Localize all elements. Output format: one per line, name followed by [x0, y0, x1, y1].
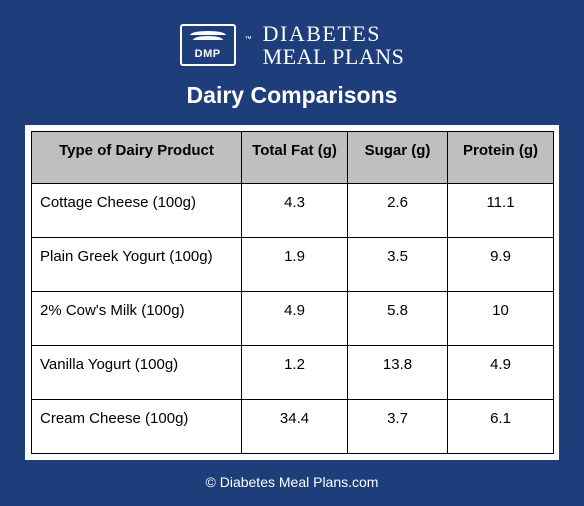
- logo-mark: DMP: [180, 24, 236, 66]
- cell-product: 2% Cow's Milk (100g): [32, 292, 242, 346]
- table-header-row: Type of Dairy Product Total Fat (g) Suga…: [32, 132, 554, 184]
- logo-mark-text: DMP: [195, 48, 221, 60]
- cell-product: Cottage Cheese (100g): [32, 184, 242, 238]
- col-header-sugar: Sugar (g): [348, 132, 448, 184]
- col-header-product: Type of Dairy Product: [32, 132, 242, 184]
- cell-sugar: 2.6: [348, 184, 448, 238]
- cell-fat: 1.9: [242, 238, 348, 292]
- cell-product: Vanilla Yogurt (100g): [32, 346, 242, 400]
- table-row: Plain Greek Yogurt (100g) 1.9 3.5 9.9: [32, 238, 554, 292]
- table-row: 2% Cow's Milk (100g) 4.9 5.8 10: [32, 292, 554, 346]
- cell-sugar: 3.7: [348, 400, 448, 454]
- cell-product: Cream Cheese (100g): [32, 400, 242, 454]
- cell-protein: 6.1: [448, 400, 554, 454]
- cell-product: Plain Greek Yogurt (100g): [32, 238, 242, 292]
- cell-sugar: 13.8: [348, 346, 448, 400]
- cell-protein: 9.9: [448, 238, 554, 292]
- logo-line2: MEAL PLANS: [263, 45, 405, 68]
- cell-fat: 1.2: [242, 346, 348, 400]
- comparison-table: Type of Dairy Product Total Fat (g) Suga…: [31, 131, 554, 454]
- copyright-footer: © Diabetes Meal Plans.com: [206, 474, 379, 490]
- logo-wordmark: DIABETES MEAL PLANS: [263, 22, 405, 68]
- col-header-fat: Total Fat (g): [242, 132, 348, 184]
- wave-icon: [182, 31, 234, 40]
- cell-fat: 4.9: [242, 292, 348, 346]
- trademark-symbol: ™: [245, 36, 252, 43]
- logo-line1: DIABETES: [263, 22, 405, 45]
- cell-fat: 34.4: [242, 400, 348, 454]
- cell-protein: 11.1: [448, 184, 554, 238]
- brand-logo: DMP ™ DIABETES MEAL PLANS: [180, 22, 405, 68]
- cell-fat: 4.3: [242, 184, 348, 238]
- table-row: Cottage Cheese (100g) 4.3 2.6 11.1: [32, 184, 554, 238]
- cell-sugar: 5.8: [348, 292, 448, 346]
- table-row: Cream Cheese (100g) 34.4 3.7 6.1: [32, 400, 554, 454]
- cell-sugar: 3.5: [348, 238, 448, 292]
- comparison-table-container: Type of Dairy Product Total Fat (g) Suga…: [25, 125, 559, 460]
- cell-protein: 4.9: [448, 346, 554, 400]
- page-title: Dairy Comparisons: [187, 82, 398, 109]
- col-header-protein: Protein (g): [448, 132, 554, 184]
- table-row: Vanilla Yogurt (100g) 1.2 13.8 4.9: [32, 346, 554, 400]
- cell-protein: 10: [448, 292, 554, 346]
